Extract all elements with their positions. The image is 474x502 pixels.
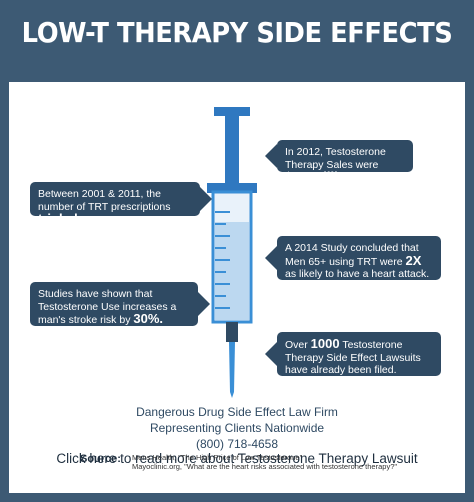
read-more-link[interactable]: Click here to read more about Testostero… xyxy=(56,451,418,466)
source-text: Mens Health, "The High Price of Low Test… xyxy=(132,453,397,471)
firm-phone[interactable]: (800) 718-4658 xyxy=(195,437,279,451)
source-line-2: Mayoclinic.org, "What are the heart risk… xyxy=(132,462,398,471)
firm-tagline: Representing Clients Nationwide xyxy=(149,421,325,435)
bubble-sales: In 2012, Testosterone Therapy Sales were… xyxy=(265,140,413,183)
source-label: Source: xyxy=(80,453,121,465)
syringe-hub xyxy=(226,322,238,342)
syringe-needle xyxy=(229,342,235,398)
syringe-plunger-cap xyxy=(214,107,250,116)
bubble-heart-attack: A 2014 Study concluded that Men 65+ usin… xyxy=(265,236,441,280)
bubble-stroke: Studies have shown that Testosterone Use… xyxy=(30,282,210,326)
bubble-prescriptions: Between 2001 & 2011, the number of TRT p… xyxy=(30,182,212,225)
syringe-flange xyxy=(207,183,257,193)
source-line-1: Mens Health, "The High Price of Low Test… xyxy=(132,453,303,462)
bubble-lawsuits: Over 1000 Testosterone Therapy Side Effe… xyxy=(265,332,441,376)
header-banner: LOW-T THERAPY SIDE EFFECTS xyxy=(0,0,474,82)
page-title: LOW-T THERAPY SIDE EFFECTS xyxy=(21,16,453,49)
syringe-plunger-rod xyxy=(225,115,239,185)
firm-name: Dangerous Drug Side Effect Law Firm xyxy=(136,405,338,419)
